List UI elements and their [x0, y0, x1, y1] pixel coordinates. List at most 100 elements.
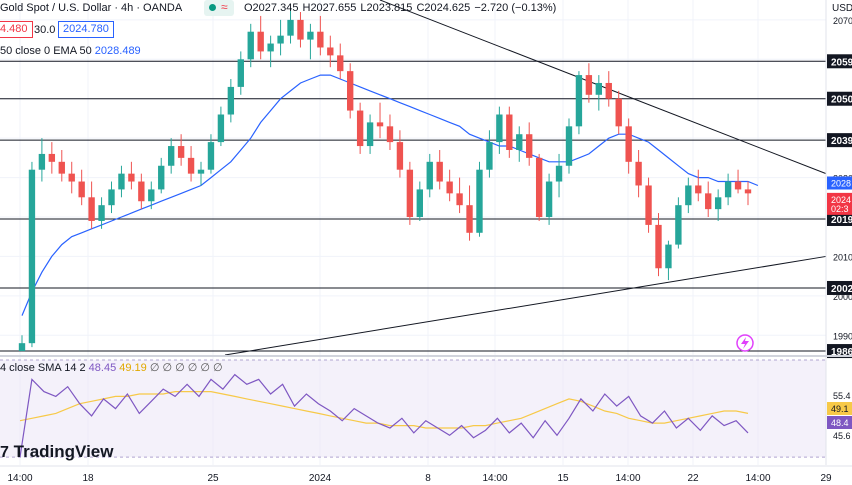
candle-body: [138, 181, 145, 202]
candle: [486, 130, 493, 178]
candle-body: [376, 122, 384, 127]
candle-body: [665, 244, 672, 269]
countdown-timer-label: 02:3: [831, 204, 849, 214]
level-tag-bg: [827, 280, 852, 295]
candle-body: [625, 126, 632, 162]
candle: [317, 15, 324, 56]
candle: [466, 185, 473, 241]
rsi-tick-label: 55.4: [833, 391, 851, 401]
candle: [744, 181, 752, 206]
buy-price-box[interactable]: 2024.780: [58, 21, 114, 38]
candle: [108, 181, 115, 214]
rsi-tick-label: 45.6: [833, 431, 851, 441]
price-tick-label: 2000: [833, 292, 852, 302]
candle-body: [207, 142, 215, 170]
sell-price-box[interactable]: 4.480: [0, 21, 33, 38]
level-tag-bg: [827, 211, 852, 226]
change-value: −2.720 (−0.13%): [474, 2, 557, 14]
candle-body: [565, 126, 573, 166]
candle-body: [68, 173, 75, 182]
candle-body: [516, 134, 523, 150]
candle-body: [58, 161, 65, 174]
candle: [695, 169, 702, 202]
rsi-indicator-label[interactable]: 4 close SMA 14 2 48.45 49.19 ∅ ∅ ∅ ∅ ∅ ∅: [0, 361, 223, 374]
candle-body: [476, 169, 483, 233]
candle: [595, 75, 603, 111]
candle-body: [456, 193, 463, 206]
candle: [267, 35, 274, 68]
candle: [416, 181, 423, 221]
candle: [714, 189, 722, 221]
candle-body: [187, 157, 195, 174]
candle: [675, 197, 682, 249]
price-tick-label: 1990: [833, 331, 852, 341]
low-value: L2023.815: [360, 2, 413, 14]
price-tick-label: 2070: [833, 16, 852, 26]
candle: [516, 126, 523, 162]
level-tag-label: 2050: [831, 95, 852, 106]
candle: [227, 79, 235, 123]
candle-body: [645, 185, 652, 225]
candle-body: [714, 197, 722, 210]
ema-indicator-label[interactable]: 50 close 0 EMA 50 2028.489: [0, 45, 141, 57]
symbol-title[interactable]: Gold Spot / U.S. Dollar · 4h · OANDA: [0, 2, 183, 14]
candle: [287, 8, 294, 44]
candle-body: [585, 75, 593, 95]
last-price-tag: [827, 192, 852, 215]
level-tag-label: 2059: [831, 57, 852, 68]
level-tag-bg: [827, 91, 852, 106]
rsi-sma-tag: [827, 402, 852, 415]
candle: [148, 181, 155, 210]
candle: [506, 106, 513, 158]
time-tick-label: 14:00: [745, 473, 770, 484]
tradingview-logo-text: TradingView: [13, 442, 114, 461]
candle-body: [177, 146, 185, 158]
time-tick-label: 29: [820, 473, 832, 484]
time-tick-label: 8: [425, 473, 431, 484]
rsi-band-bg: [0, 360, 826, 458]
candle: [406, 161, 414, 225]
level-tag-label: 2019: [831, 215, 852, 226]
time-tick-label: 2024: [309, 473, 332, 484]
candle: [78, 169, 85, 206]
candle: [545, 173, 553, 225]
candle-body: [555, 165, 563, 182]
candle-body: [446, 181, 453, 194]
candle-body: [167, 146, 175, 166]
ema-price-tag: [827, 176, 852, 190]
candle-body: [158, 165, 165, 190]
candle: [426, 153, 433, 198]
ema-price-tag-label: 2028: [831, 179, 851, 189]
candle-body: [148, 189, 155, 202]
candle-body: [88, 197, 95, 221]
tradingview-mark-icon: 7: [0, 444, 9, 461]
market-status-icon[interactable]: ≈: [204, 0, 234, 16]
spread-value: 30.0: [34, 24, 56, 36]
candle-body: [506, 114, 513, 150]
candle: [177, 134, 185, 166]
time-tick-label: 25: [207, 473, 219, 484]
ascending-trendline: [224, 255, 827, 356]
wave-icon: ≈: [221, 0, 228, 14]
candle: [138, 173, 145, 210]
candle: [68, 161, 75, 194]
candle-body: [118, 173, 125, 190]
time-tick-label: 14:00: [482, 473, 507, 484]
candle: [585, 63, 593, 103]
candle-body: [277, 35, 284, 44]
candle: [48, 142, 56, 174]
tradingview-logo[interactable]: 7 TradingView: [0, 442, 113, 462]
rsi-line: [19, 373, 749, 458]
lightning-circle: [736, 334, 754, 352]
lightning-alert-icon[interactable]: [736, 334, 754, 352]
candle: [118, 165, 125, 198]
level-tag-bg: [827, 133, 852, 148]
candle-body: [635, 161, 642, 186]
candle-body: [575, 75, 583, 127]
rsi-extra-values: ∅ ∅ ∅ ∅ ∅ ∅: [149, 362, 223, 374]
ema50-line: [21, 74, 759, 316]
candle: [237, 51, 244, 95]
descending-trendline: [379, 0, 827, 175]
candle-body: [526, 134, 533, 158]
